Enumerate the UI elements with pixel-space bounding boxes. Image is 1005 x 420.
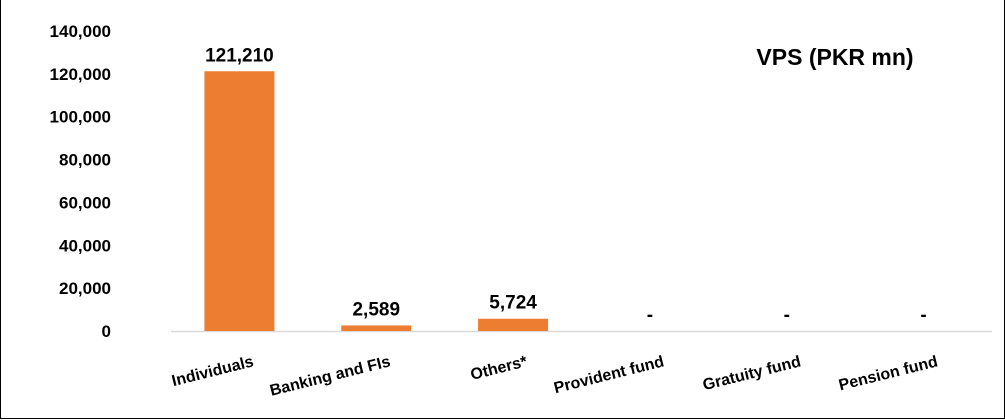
category-label: Pension fund xyxy=(837,353,939,394)
data-label: 5,724 xyxy=(489,293,537,314)
y-tick-label: 60,000 xyxy=(59,193,111,212)
category-labels: Individuals Banking and FIs Others* Provide… xyxy=(170,353,939,400)
data-label: - xyxy=(920,305,926,326)
y-tick-label: 100,000 xyxy=(50,108,111,127)
y-tick-label: 0 xyxy=(102,322,111,341)
bar xyxy=(341,325,412,331)
y-tick-label: 40,000 xyxy=(59,236,111,255)
bars xyxy=(204,71,549,331)
data-label: 2,589 xyxy=(352,299,400,320)
y-tick-label: 120,000 xyxy=(50,65,111,84)
category-label: Banking and FIs xyxy=(268,353,392,399)
chart-title: VPS (PKR mn) xyxy=(756,44,913,70)
bar xyxy=(478,318,549,331)
y-tick-label: 140,000 xyxy=(50,22,111,41)
y-tick-label: 20,000 xyxy=(59,279,111,298)
bar xyxy=(204,71,275,331)
category-label: Provident fund xyxy=(552,353,666,397)
category-label: Individuals xyxy=(170,353,255,390)
y-tick-label: 80,000 xyxy=(59,151,111,170)
data-labels: 121,210 2,589 5,724 - - - xyxy=(205,45,927,326)
data-label: - xyxy=(647,305,653,326)
category-label: Others* xyxy=(469,353,530,384)
data-label: - xyxy=(784,305,790,326)
data-label: 121,210 xyxy=(205,45,274,66)
category-label: Gratuity fund xyxy=(701,353,803,394)
y-axis-ticks: 0 20,000 40,000 60,000 80,000 100,000 120,000 1… xyxy=(50,22,111,341)
